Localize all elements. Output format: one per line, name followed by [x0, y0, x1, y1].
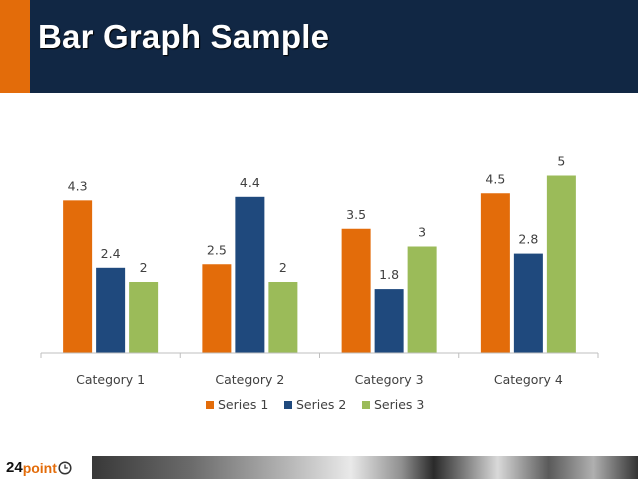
slide-title: Bar Graph Sample [38, 18, 330, 55]
accent-strip [0, 0, 30, 93]
data-label: 4.3 [68, 178, 88, 193]
logo-word: point [22, 459, 57, 476]
bars-layer [63, 175, 576, 353]
data-label: 4.5 [485, 171, 505, 186]
bar-1-2 [202, 264, 232, 353]
bar-3-4 [546, 175, 576, 353]
bar-1-3 [341, 228, 371, 353]
value-labels-layer: 4.3 2.4 2 2.5 4.4 2 3.5 1.8 3 4.5 2.8 5 [68, 154, 566, 283]
data-label: 5 [557, 154, 565, 169]
chart-legend: Series 1 Series 2 Series 3 [206, 397, 424, 412]
bar-1-1 [63, 200, 93, 353]
bar-3-1 [129, 282, 159, 353]
data-label: 1.8 [379, 267, 399, 282]
category-label: Category 2 [215, 372, 284, 387]
bar-2-1 [96, 267, 126, 353]
brand-logo: 24 point [0, 456, 92, 479]
data-label: 3 [418, 225, 426, 240]
bar-3-3 [407, 246, 437, 353]
data-label: 4.4 [240, 175, 260, 190]
category-label: Category 1 [76, 372, 145, 387]
data-label: 2 [279, 260, 287, 275]
legend-swatch [362, 401, 370, 409]
bar-2-2 [235, 196, 265, 353]
legend-label: Series 1 [218, 397, 268, 412]
category-labels: Category 1 Category 2 Category 3 Category 4 [76, 372, 563, 387]
bar-2-4 [513, 253, 543, 353]
clock-icon [58, 460, 72, 475]
bar-2-3 [374, 289, 404, 353]
x-axis-ticks [40, 353, 599, 358]
legend-label: Series 3 [374, 397, 424, 412]
legend-swatch [284, 401, 292, 409]
data-label: 2.5 [207, 242, 227, 257]
title-bar: Bar Graph Sample [30, 0, 638, 93]
data-label: 2.8 [518, 232, 538, 247]
logo-number: 24 [6, 459, 23, 476]
category-label: Category 4 [494, 372, 563, 387]
bar-3-2 [268, 282, 298, 353]
data-label: 3.5 [346, 207, 366, 222]
footer-bar: 24 point [0, 456, 638, 479]
category-label: Category 3 [355, 372, 424, 387]
bar-1-4 [480, 193, 510, 353]
data-label: 2.4 [101, 246, 121, 261]
legend-label: Series 2 [296, 397, 346, 412]
data-label: 2 [140, 260, 148, 275]
legend-swatch [206, 401, 214, 409]
